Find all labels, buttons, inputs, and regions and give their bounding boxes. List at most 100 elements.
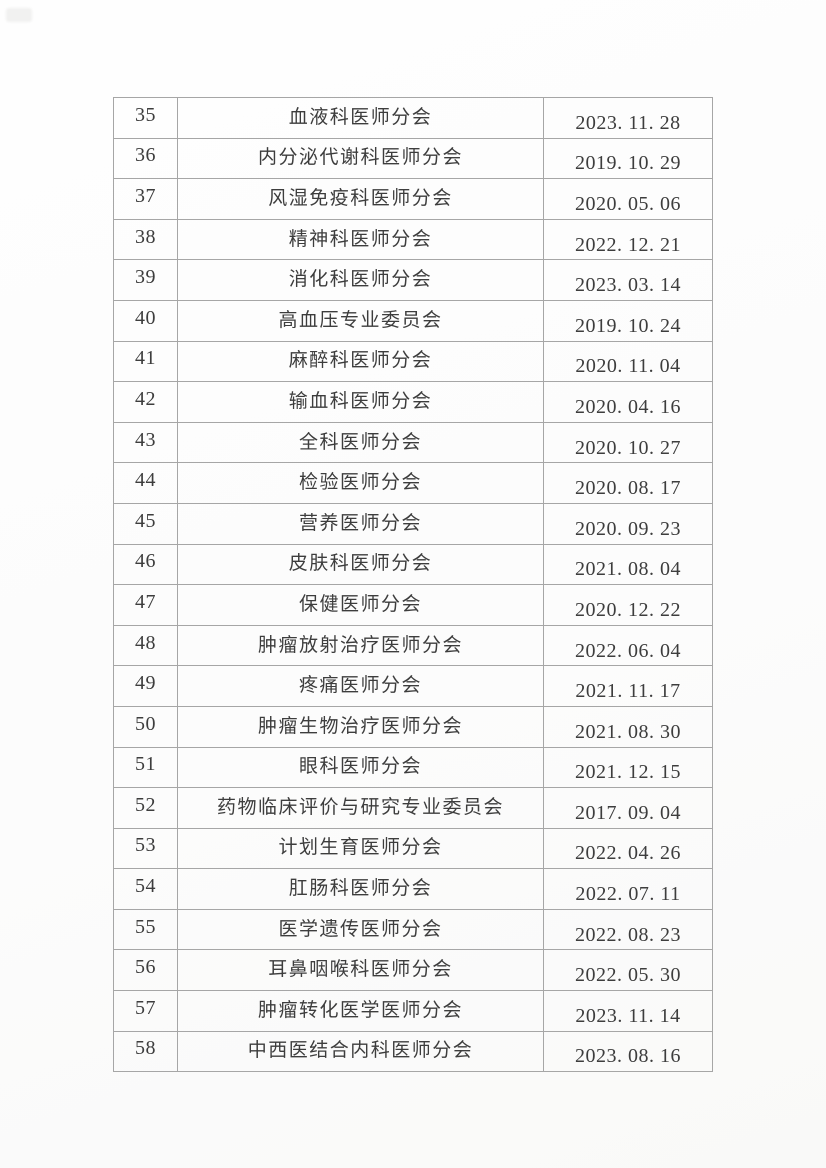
- approval-date: 2017. 09. 04: [543, 787, 713, 829]
- association-list-body: 35 血液科医师分会 2023. 11. 28 36 内分泌代谢科医师分会 20…: [113, 97, 713, 1073]
- approval-date: 2023. 08. 16: [543, 1030, 713, 1073]
- approval-date: 2019. 10. 29: [543, 137, 713, 180]
- table-row: 42 输血科医师分会 2020. 04. 16: [113, 381, 713, 423]
- association-name: 肛肠科医师分会: [177, 868, 544, 910]
- row-number: 58: [113, 1030, 178, 1073]
- row-number: 41: [113, 340, 178, 383]
- association-name: 麻醉科医师分会: [177, 340, 544, 383]
- row-number: 54: [113, 868, 178, 910]
- row-number: 47: [113, 584, 178, 626]
- association-name: 眼科医师分会: [177, 746, 544, 789]
- approval-date: 2022. 04. 26: [543, 827, 713, 870]
- table-row: 44 检验医师分会 2020. 08. 17: [113, 462, 713, 504]
- approval-date: 2022. 12. 21: [543, 218, 713, 261]
- row-number: 52: [113, 787, 178, 829]
- association-name: 药物临床评价与研究专业委员会: [177, 787, 544, 829]
- row-number: 48: [113, 624, 178, 667]
- association-name: 皮肤科医师分会: [177, 543, 544, 586]
- association-name: 营养医师分会: [177, 502, 544, 545]
- association-name: 风湿免疫科医师分会: [177, 178, 544, 220]
- approval-date: 2021. 08. 04: [543, 543, 713, 586]
- association-name: 肿瘤转化医学医师分会: [177, 990, 544, 1032]
- table-row: 35 血液科医师分会 2023. 11. 28: [113, 97, 713, 139]
- approval-date: 2023. 11. 14: [543, 990, 713, 1032]
- row-number: 35: [113, 97, 178, 139]
- table-row: 43 全科医师分会 2020. 10. 27: [113, 421, 713, 464]
- row-number: 43: [113, 421, 178, 464]
- scan-artifact: [6, 8, 32, 22]
- table-row: 37 风湿免疫科医师分会 2020. 05. 06: [113, 178, 713, 220]
- approval-date: 2022. 07. 11: [543, 868, 713, 910]
- association-name: 耳鼻咽喉科医师分会: [177, 949, 544, 992]
- association-list-table: 35 血液科医师分会 2023. 11. 28 36 内分泌代谢科医师分会 20…: [113, 97, 713, 1073]
- association-name: 肿瘤放射治疗医师分会: [177, 624, 544, 667]
- table-row: 51 眼科医师分会 2021. 12. 15: [113, 746, 713, 789]
- table-row: 58 中西医结合内科医师分会 2023. 08. 16: [113, 1030, 713, 1073]
- approval-date: 2020. 08. 17: [543, 462, 713, 504]
- row-number: 53: [113, 827, 178, 870]
- association-name: 输血科医师分会: [177, 381, 544, 423]
- row-number: 36: [113, 137, 178, 180]
- approval-date: 2019. 10. 24: [543, 299, 713, 342]
- row-number: 37: [113, 178, 178, 220]
- table-row: 39 消化科医师分会 2023. 03. 14: [113, 259, 713, 301]
- approval-date: 2020. 04. 16: [543, 381, 713, 423]
- approval-date: 2023. 03. 14: [543, 259, 713, 301]
- table-row: 52 药物临床评价与研究专业委员会 2017. 09. 04: [113, 787, 713, 829]
- association-name: 疼痛医师分会: [177, 665, 544, 707]
- approval-date: 2021. 12. 15: [543, 746, 713, 789]
- table-row: 56 耳鼻咽喉科医师分会 2022. 05. 30: [113, 949, 713, 992]
- association-name: 检验医师分会: [177, 462, 544, 504]
- association-name: 医学遗传医师分会: [177, 908, 544, 951]
- association-name: 精神科医师分会: [177, 218, 544, 261]
- approval-date: 2021. 08. 30: [543, 705, 713, 748]
- row-number: 49: [113, 665, 178, 707]
- row-number: 44: [113, 462, 178, 504]
- table-row: 57 肿瘤转化医学医师分会 2023. 11. 14: [113, 990, 713, 1032]
- approval-date: 2020. 05. 06: [543, 178, 713, 220]
- association-name: 全科医师分会: [177, 421, 544, 464]
- association-name: 中西医结合内科医师分会: [177, 1030, 544, 1073]
- approval-date: 2020. 11. 04: [543, 340, 713, 383]
- table-row: 53 计划生育医师分会 2022. 04. 26: [113, 827, 713, 870]
- row-number: 42: [113, 381, 178, 423]
- row-number: 38: [113, 218, 178, 261]
- association-name: 消化科医师分会: [177, 259, 544, 301]
- approval-date: 2020. 10. 27: [543, 421, 713, 464]
- table-row: 38 精神科医师分会 2022. 12. 21: [113, 218, 713, 261]
- association-name: 内分泌代谢科医师分会: [177, 137, 544, 180]
- row-number: 50: [113, 705, 178, 748]
- row-number: 45: [113, 502, 178, 545]
- table-row: 40 高血压专业委员会 2019. 10. 24: [113, 299, 713, 342]
- association-name: 肿瘤生物治疗医师分会: [177, 705, 544, 748]
- approval-date: 2023. 11. 28: [543, 97, 713, 139]
- table-row: 41 麻醉科医师分会 2020. 11. 04: [113, 340, 713, 383]
- row-number: 51: [113, 746, 178, 789]
- row-number: 57: [113, 990, 178, 1032]
- approval-date: 2020. 09. 23: [543, 502, 713, 545]
- row-number: 46: [113, 543, 178, 586]
- table-row: 48 肿瘤放射治疗医师分会 2022. 06. 04: [113, 624, 713, 667]
- table-row: 46 皮肤科医师分会 2021. 08. 04: [113, 543, 713, 586]
- association-name: 计划生育医师分会: [177, 827, 544, 870]
- association-name: 保健医师分会: [177, 584, 544, 626]
- table-row: 47 保健医师分会 2020. 12. 22: [113, 584, 713, 626]
- approval-date: 2022. 05. 30: [543, 949, 713, 992]
- table-row: 45 营养医师分会 2020. 09. 23: [113, 502, 713, 545]
- row-number: 39: [113, 259, 178, 301]
- row-number: 56: [113, 949, 178, 992]
- approval-date: 2022. 06. 04: [543, 624, 713, 667]
- association-name: 血液科医师分会: [177, 97, 544, 139]
- approval-date: 2020. 12. 22: [543, 584, 713, 626]
- table-row: 50 肿瘤生物治疗医师分会 2021. 08. 30: [113, 705, 713, 748]
- table-row: 49 疼痛医师分会 2021. 11. 17: [113, 665, 713, 707]
- row-number: 55: [113, 908, 178, 951]
- association-name: 高血压专业委员会: [177, 299, 544, 342]
- approval-date: 2021. 11. 17: [543, 665, 713, 707]
- table-row: 55 医学遗传医师分会 2022. 08. 23: [113, 908, 713, 951]
- row-number: 40: [113, 299, 178, 342]
- table-row: 54 肛肠科医师分会 2022. 07. 11: [113, 868, 713, 910]
- table-row: 36 内分泌代谢科医师分会 2019. 10. 29: [113, 137, 713, 180]
- approval-date: 2022. 08. 23: [543, 908, 713, 951]
